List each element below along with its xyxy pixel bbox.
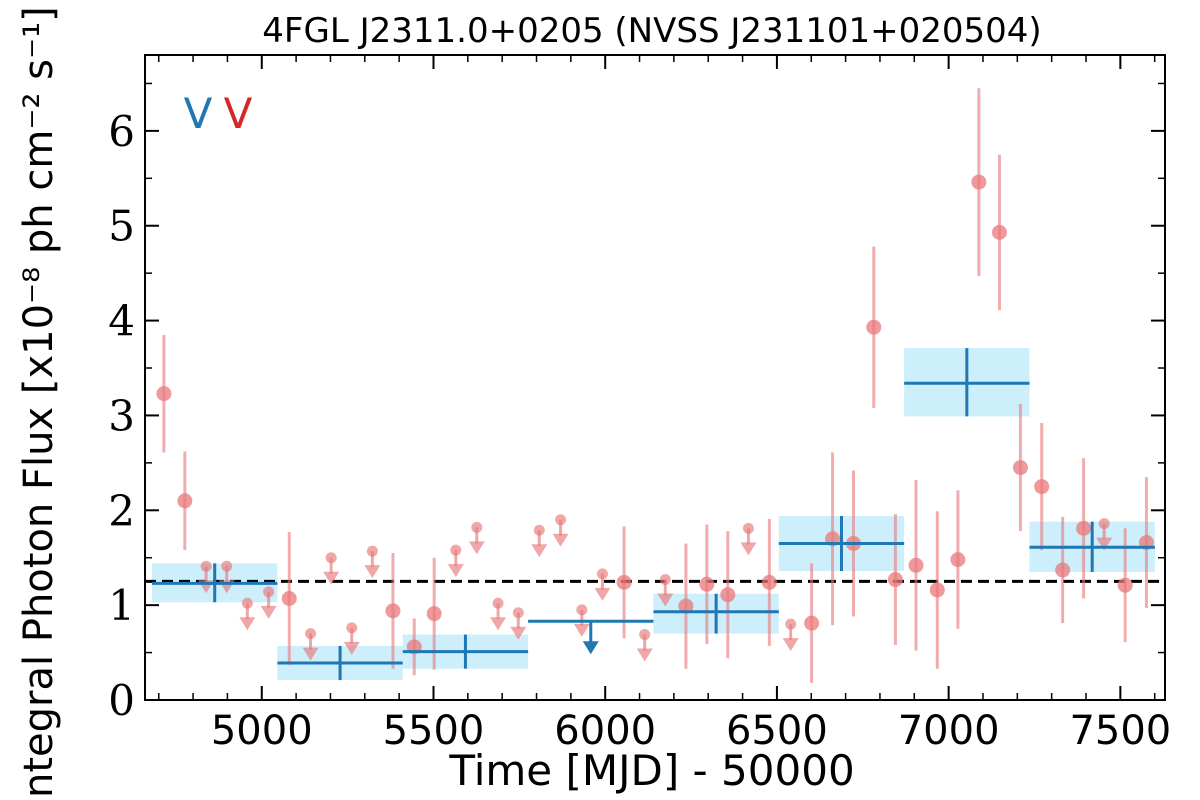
upper-limit-dot <box>305 628 317 640</box>
data-point <box>385 603 401 619</box>
legend-mark: V <box>224 89 253 138</box>
yearly-upper-limit-arrow <box>582 641 599 655</box>
data-point <box>1012 460 1028 476</box>
data-point <box>929 582 945 598</box>
upper-limit-dot <box>742 522 754 534</box>
y-tick-label: 2 <box>108 486 135 535</box>
upper-limit-dot <box>263 586 275 598</box>
upper-limit-dot <box>241 597 253 609</box>
upper-limit-dot <box>366 545 378 557</box>
upper-limit-arrow <box>490 617 507 631</box>
x-tick-label: 6000 <box>554 708 656 754</box>
data-point <box>678 598 694 614</box>
y-axis-label: Integral Photon Flux [x10⁻⁸ ph cm⁻² s⁻¹] <box>16 6 62 800</box>
x-axis-label: Time [MJD] - 50000 <box>448 746 854 795</box>
y-tick-label: 0 <box>108 676 135 725</box>
data-point <box>1076 520 1092 536</box>
upper-limit-arrow <box>552 533 569 547</box>
upper-limit-arrow <box>260 605 277 619</box>
data-point <box>281 591 297 607</box>
y-tick-label: 5 <box>108 202 135 251</box>
upper-limit-arrow <box>782 638 799 652</box>
upper-limit-arrow <box>302 647 319 661</box>
data-point <box>1034 479 1050 495</box>
data-point <box>699 576 715 592</box>
upper-limit-dot <box>325 552 337 564</box>
upper-limit-arrow <box>594 587 611 601</box>
x-tick-label: 6500 <box>726 708 828 754</box>
data-point <box>426 606 442 622</box>
upper-limit-arrow <box>740 542 757 556</box>
upper-limit-dot <box>639 629 651 641</box>
x-tick-label: 7500 <box>1069 708 1171 754</box>
upper-limit-arrow <box>510 626 527 640</box>
data-point <box>950 552 966 568</box>
upper-limit-dot <box>346 622 358 634</box>
upper-limit-arrow <box>468 541 485 555</box>
upper-limit-dot <box>596 568 608 580</box>
upper-limit-dot <box>659 574 671 586</box>
upper-limit-arrow <box>531 544 548 558</box>
data-point <box>908 557 924 573</box>
legend-mark: V <box>184 89 213 138</box>
upper-limit-arrow <box>323 571 340 585</box>
upper-limit-dot <box>471 521 483 533</box>
axes: 5000 5500 6000 6500 7000 7500 0 1 2 3 4 5 6 <box>108 54 1171 754</box>
upper-limit-dot <box>785 618 797 630</box>
data-point <box>1055 562 1071 578</box>
data-point <box>720 587 736 603</box>
x-tick-label: 7000 <box>898 708 1000 754</box>
data-point <box>761 574 777 590</box>
yearly-bin-bands <box>152 348 1155 681</box>
plot-frame <box>144 54 1166 701</box>
upper-limit-dot <box>576 604 588 616</box>
upper-limit-dot <box>200 560 212 572</box>
upper-limit-arrow <box>657 593 674 607</box>
upper-limit-arrow <box>343 641 360 655</box>
upper-limit-dot <box>1098 518 1110 530</box>
upper-limit-arrow <box>636 648 653 662</box>
data-point <box>616 574 632 590</box>
upper-limit-dot <box>533 524 545 536</box>
data-point <box>887 572 903 588</box>
upper-limit-dot <box>492 597 504 609</box>
upper-limit-dot <box>555 514 567 526</box>
chart-title: 4FGL J2311.0+0205 (NVSS J231101+020504) <box>262 11 1041 51</box>
y-tick-label: 3 <box>108 391 135 440</box>
data-point <box>1117 577 1133 593</box>
data-point <box>804 615 820 631</box>
y-tick-label: 1 <box>108 581 135 630</box>
y-tick-label: 6 <box>108 107 135 156</box>
data-point <box>866 319 882 335</box>
upper-limit-arrow <box>239 617 256 631</box>
upper-limit-arrow <box>364 565 381 579</box>
upper-limit-dot <box>450 544 462 556</box>
x-tick-label: 5000 <box>211 708 313 754</box>
upper-limit-arrow <box>573 623 590 637</box>
sixty-day-bin-points <box>156 88 1154 683</box>
data-point <box>971 174 987 190</box>
x-tick-label: 5500 <box>383 708 485 754</box>
upper-limit-dot <box>512 607 524 619</box>
data-point <box>156 386 172 402</box>
upper-limit-arrow <box>447 564 464 578</box>
data-point <box>991 224 1007 240</box>
upper-limit-arrow <box>1096 537 1113 551</box>
upper-limit-dot <box>221 560 233 572</box>
yearly-bin-markers <box>152 348 1155 681</box>
data-point <box>177 493 193 509</box>
y-tick-label: 4 <box>108 297 135 346</box>
